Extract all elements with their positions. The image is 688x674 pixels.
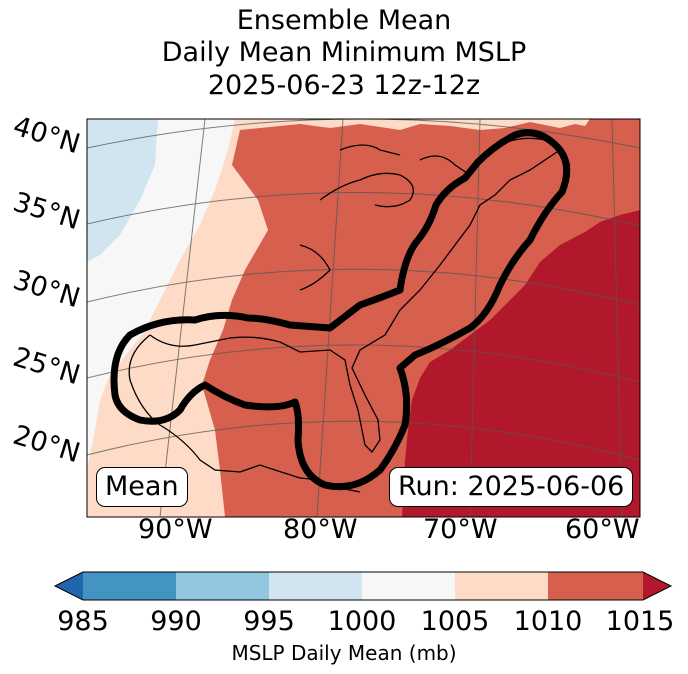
mean-contour <box>110 129 571 491</box>
graticule <box>87 119 640 517</box>
colorbar-bin-990-995 <box>176 572 269 600</box>
colorbar-tick-995: 995 <box>243 606 295 637</box>
lon-label-90w: 90°W <box>138 514 213 545</box>
mean-label-box: Mean <box>96 467 188 507</box>
colorbar-bin-1010-1015 <box>548 572 643 600</box>
colorbar <box>53 571 673 601</box>
run-date-box: Run: 2025-06-06 <box>389 467 634 507</box>
colorbar-tick-985: 985 <box>57 606 109 637</box>
colorbar-tick-1005: 1005 <box>420 606 490 637</box>
colorbar-tick-1010: 1010 <box>513 606 583 637</box>
colorbar-extend-high <box>643 572 671 600</box>
coastlines <box>128 137 571 493</box>
title-line-2: Daily Mean Minimum MSLP <box>161 37 527 68</box>
lon-label-70w: 70°W <box>423 514 498 545</box>
colorbar-tick-1015: 1015 <box>605 606 675 637</box>
pressure-region-995-1000 <box>87 119 158 262</box>
colorbar-tick-990: 990 <box>150 606 202 637</box>
colorbar-bin-995-1000 <box>269 572 362 600</box>
title-line-3: 2025-06-23 12z-12z <box>207 70 481 101</box>
colorbar-extend-low <box>55 572 83 600</box>
lon-label-80w: 80°W <box>283 514 358 545</box>
colorbar-label: MSLP Daily Mean (mb) <box>231 641 457 665</box>
colorbar-bin-985-990 <box>83 572 176 600</box>
pressure-region-1005-1010 <box>87 119 590 517</box>
colorbar-bin-1005-1010 <box>455 572 548 600</box>
colorbar-tick-1000: 1000 <box>327 606 397 637</box>
lon-label-60w: 60°W <box>565 514 640 545</box>
colorbar-bin-1000-1005 <box>362 572 455 600</box>
title-line-1: Ensemble Mean <box>236 5 452 36</box>
